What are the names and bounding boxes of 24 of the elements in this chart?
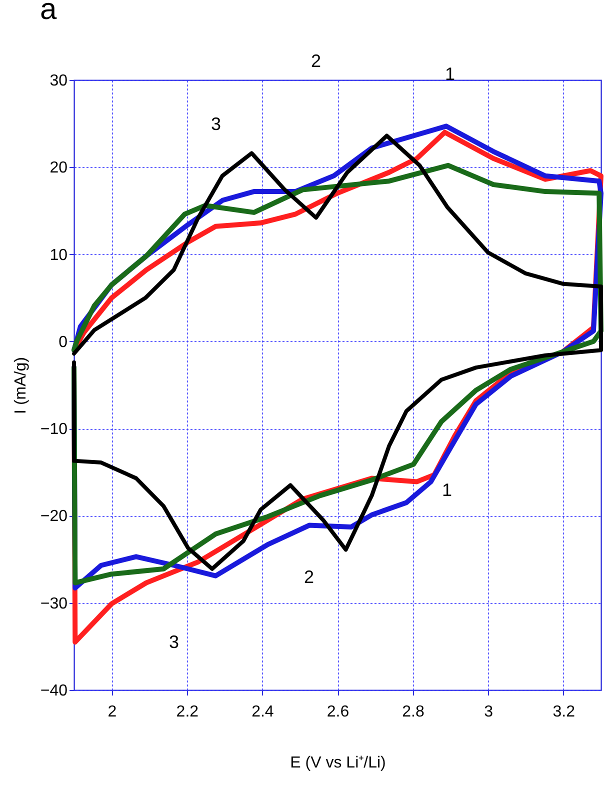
annotation: 3 <box>210 114 222 134</box>
chart-title: a <box>40 0 57 26</box>
annotation: 1 <box>444 64 456 84</box>
y-tick-label: −20 <box>40 508 68 526</box>
x-tick-label: 2.4 <box>252 704 274 720</box>
x-axis-title: E (V vs Li⁺/Li) <box>290 754 386 772</box>
x-tick-label: 2.8 <box>402 704 425 720</box>
y-tick-label: 0 <box>58 334 68 351</box>
annotation: 1 <box>442 480 452 500</box>
annotation: 3 <box>168 632 180 652</box>
y-tick-label: −40 <box>40 682 68 700</box>
y-axis-title: I (mA/g) <box>12 357 30 414</box>
y-tick-label: 10 <box>50 246 68 264</box>
y-tick-label: −10 <box>40 421 68 438</box>
text: 2 <box>310 51 322 71</box>
y-tick-label: 30 <box>50 72 68 90</box>
x-tick-label: 2.2 <box>176 704 199 720</box>
y-tick-label: 20 <box>50 160 68 177</box>
x-tick-label: 3 <box>484 704 494 720</box>
y-tick-label: −30 <box>40 595 68 612</box>
annotation: 2 <box>304 567 314 587</box>
x-tick-label: 2.6 <box>326 704 350 720</box>
x-tick-label: 2 <box>108 704 117 720</box>
x-tick-label: 3.2 <box>552 704 576 720</box>
